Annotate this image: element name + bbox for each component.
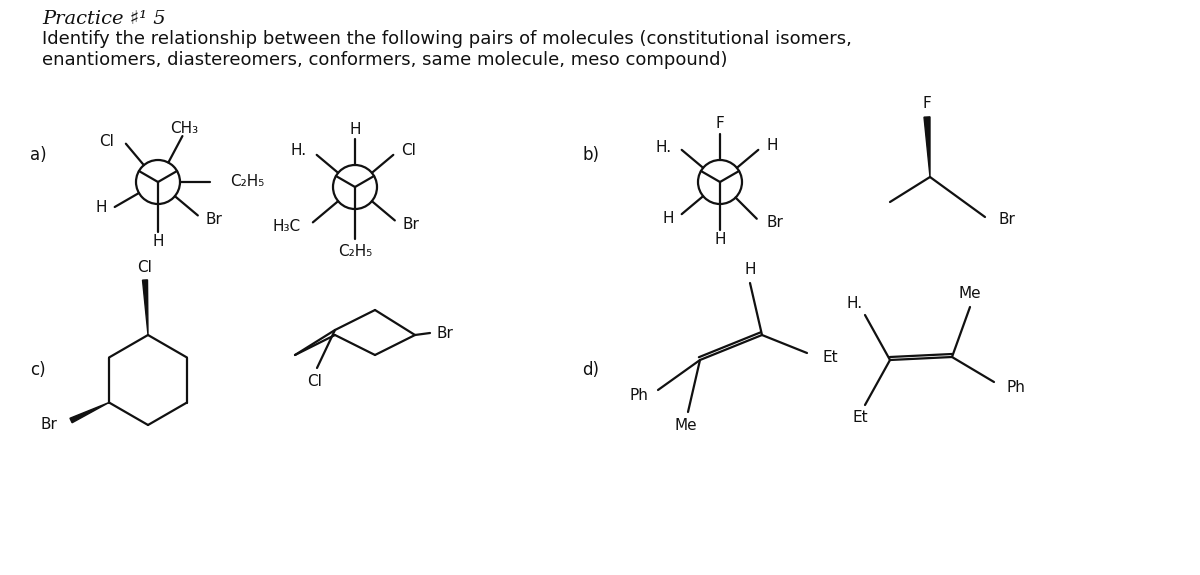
Text: Br: Br <box>40 417 58 432</box>
Text: Practice ♯¹ 5: Practice ♯¹ 5 <box>42 10 166 28</box>
Text: Et: Et <box>852 411 868 425</box>
Text: H: H <box>744 263 756 278</box>
Text: H₃C: H₃C <box>272 219 301 234</box>
Text: c): c) <box>30 361 46 379</box>
Text: Cl: Cl <box>98 134 114 149</box>
Text: F: F <box>923 95 931 110</box>
Text: Identify the relationship between the following pairs of molecules (constitution: Identify the relationship between the fo… <box>42 30 852 48</box>
Text: Br: Br <box>403 217 420 232</box>
Text: C₂H₅: C₂H₅ <box>230 174 264 190</box>
Text: Br: Br <box>437 325 454 340</box>
Text: C₂H₅: C₂H₅ <box>338 243 372 259</box>
Polygon shape <box>924 117 930 177</box>
Text: Me: Me <box>959 286 982 301</box>
Text: Cl: Cl <box>401 143 416 158</box>
Text: H: H <box>152 235 163 250</box>
Polygon shape <box>70 402 109 423</box>
Text: a): a) <box>30 146 47 164</box>
Text: CH₃: CH₃ <box>170 121 198 136</box>
Text: H: H <box>767 139 778 154</box>
Text: F: F <box>715 117 725 132</box>
Text: Br: Br <box>767 215 784 230</box>
Text: Ph: Ph <box>1007 380 1026 394</box>
Text: H.: H. <box>847 296 863 310</box>
Text: H: H <box>95 200 107 214</box>
Text: H: H <box>349 121 361 136</box>
Text: Ph: Ph <box>629 389 648 404</box>
Text: enantiomers, diastereomers, conformers, same molecule, meso compound): enantiomers, diastereomers, conformers, … <box>42 51 727 69</box>
Polygon shape <box>143 280 148 335</box>
Text: b): b) <box>582 146 599 164</box>
Text: Br: Br <box>998 213 1015 228</box>
Text: H: H <box>714 232 726 247</box>
Text: Et: Et <box>822 350 838 365</box>
Text: Br: Br <box>206 212 223 227</box>
Text: d): d) <box>582 361 599 379</box>
Text: Me: Me <box>674 417 697 432</box>
Text: H.: H. <box>655 140 672 155</box>
Text: H.: H. <box>290 143 307 158</box>
Text: H: H <box>662 210 673 225</box>
Text: Cl: Cl <box>307 374 323 389</box>
Text: Cl: Cl <box>138 259 152 274</box>
